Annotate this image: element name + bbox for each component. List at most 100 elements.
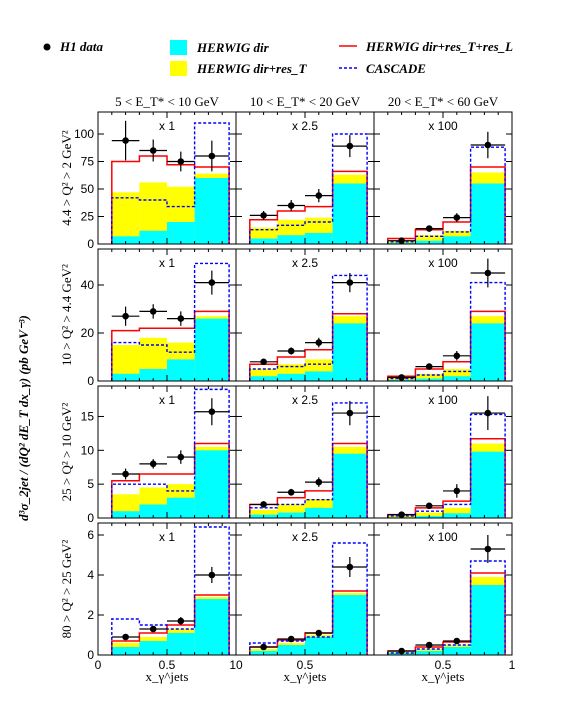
x-tick-label: 0 xyxy=(95,658,102,672)
bar-dir xyxy=(470,451,506,518)
data-point xyxy=(484,269,492,277)
bar-dir xyxy=(470,183,506,244)
legend: H1 data HERWIG dir HERWIG dir+res_T HERW… xyxy=(43,39,513,76)
data-point xyxy=(398,511,405,518)
row-label: 10 > Q² > 4.4 GeV² xyxy=(59,264,74,366)
data-point xyxy=(177,453,185,461)
data-point xyxy=(149,460,157,468)
bar-dir-res-t xyxy=(111,192,140,244)
bar-dir xyxy=(277,373,305,381)
data-point xyxy=(122,633,129,641)
legend-res-tl-label: HERWIG dir+res_T+res_L xyxy=(365,39,513,54)
data-point xyxy=(346,142,354,150)
bar-dir xyxy=(111,236,140,244)
data-point xyxy=(177,315,185,322)
y-tick-label: 20 xyxy=(81,326,95,340)
bar-dir xyxy=(167,222,195,244)
scale-label: x 2.5 xyxy=(292,119,318,133)
bar-dir xyxy=(194,318,230,381)
y-tick-label: 25 xyxy=(81,210,95,224)
bar-dir xyxy=(277,235,305,244)
bar-dir xyxy=(470,323,506,381)
x-axis-titles: 0 0.5 10 0.5 0.5 1 x_γ^jets x_γ^jets x_γ^jets xyxy=(95,658,516,684)
y-tick-label: 40 xyxy=(81,278,95,292)
data-point xyxy=(287,488,295,496)
bar-dir xyxy=(167,497,195,518)
x-tick-label: 0.5 xyxy=(159,658,176,672)
legend-res-t-swatch xyxy=(170,61,187,76)
data-point xyxy=(122,137,129,144)
x-tick-label: 1 xyxy=(509,658,516,672)
bar-dir xyxy=(305,507,333,518)
legend-cascade-label: CASCADE xyxy=(366,61,426,76)
data-point xyxy=(398,374,405,381)
x-axis-title: x_γ^jets xyxy=(146,669,189,684)
data-point xyxy=(315,192,323,199)
y-tick-label: 0 xyxy=(87,648,94,662)
x-axis-title: x_γ^jets xyxy=(284,669,327,684)
panel-r2-c2: x 100 xyxy=(373,385,513,519)
y-tick-label: 15 xyxy=(81,409,95,423)
column-title: 20 < E_T* < 60 GeV xyxy=(388,94,499,109)
data-point xyxy=(453,637,461,645)
y-tick-label: 0 xyxy=(87,374,94,388)
scale-label: x 1 xyxy=(159,256,175,270)
scale-label: x 1 xyxy=(159,393,175,407)
bar-dir xyxy=(111,373,140,381)
panel-r0-c0: 0 25 50 75 100 x 1 5 < E_T* < 10 GeV 4.4 > Q² >… xyxy=(59,94,237,251)
data-point xyxy=(122,470,129,478)
data-point xyxy=(315,478,323,486)
y-tick-label: 10 xyxy=(81,443,95,457)
data-point xyxy=(346,279,354,286)
data-point xyxy=(177,158,185,165)
data-point xyxy=(346,409,354,417)
data-point xyxy=(260,501,267,508)
bar-dir xyxy=(139,641,167,655)
legend-data-marker xyxy=(43,43,51,51)
data-point xyxy=(208,571,216,579)
panel-r1-c0: 0 20 40 x 1 10 > Q² > 4.4 GeV² xyxy=(59,248,237,388)
column-title: 10 < E_T* < 20 GeV xyxy=(250,94,361,109)
line-cascade xyxy=(111,262,230,381)
bar-dir xyxy=(167,359,195,381)
bar-dir xyxy=(194,599,230,655)
bar-dir xyxy=(139,230,167,244)
bar-dir-res-t xyxy=(415,235,443,244)
data-point xyxy=(453,214,461,221)
data-point xyxy=(208,279,216,286)
y-tick-label: 0 xyxy=(87,511,94,525)
bar-dir xyxy=(332,595,368,655)
panel-r3-c0: 0 2 4 6 x 1 80 > Q² > 25 GeV² xyxy=(59,522,237,662)
data-point xyxy=(149,147,157,154)
scale-label: x 1 xyxy=(159,119,175,133)
bar-dir xyxy=(139,369,167,381)
data-point xyxy=(425,363,433,370)
y-tick-label: 5 xyxy=(87,477,94,491)
bar-dir xyxy=(167,633,195,655)
scale-label: x 100 xyxy=(428,256,458,270)
y-tick-label: 50 xyxy=(81,182,95,196)
x-tick-label: 10 xyxy=(229,658,243,672)
panel-r1-c2: x 100 xyxy=(373,248,513,382)
data-point xyxy=(208,152,216,160)
data-point xyxy=(425,225,433,232)
bar-dir xyxy=(139,504,167,518)
data-point xyxy=(177,617,185,625)
data-point xyxy=(315,339,323,346)
data-point xyxy=(315,629,323,637)
data-point xyxy=(484,545,492,553)
bar-dir xyxy=(194,178,230,244)
data-point xyxy=(425,641,433,649)
panel-r0-c2: x 100 20 < E_T* < 60 GeV xyxy=(373,94,513,245)
data-point xyxy=(260,212,267,219)
scale-label: x 100 xyxy=(428,530,458,544)
row-label: 25 > Q² > 10 GeV² xyxy=(59,403,74,502)
legend-dir-swatch xyxy=(170,40,187,55)
bar-dir xyxy=(305,637,333,655)
data-point xyxy=(149,625,157,633)
bar-dir-res-t xyxy=(443,507,471,518)
scale-label: x 100 xyxy=(428,393,458,407)
line-dir-res-tl xyxy=(111,442,230,518)
bar-dir xyxy=(332,323,368,381)
